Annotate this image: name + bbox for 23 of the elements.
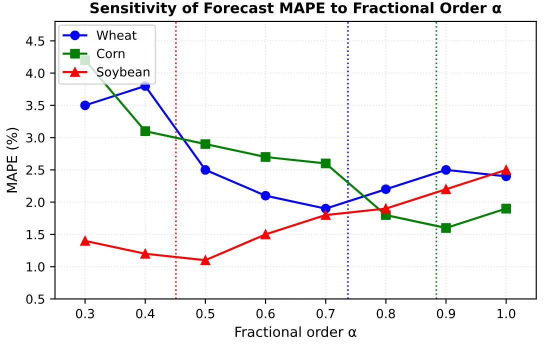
x-tick-label: 0.3 (76, 308, 94, 318)
x-tick-label: 0.8 (376, 308, 395, 318)
y-tick-label: 1.5 (26, 230, 44, 240)
x-tick-label: 0.6 (256, 308, 275, 318)
y-tick-label: 0.5 (26, 294, 44, 304)
x-tick-label: 1.0 (498, 308, 516, 318)
y-tick-label: 2.5 (26, 165, 44, 175)
chart-title: Sensitivity of Forecast MAPE to Fractional Order α (90, 2, 502, 16)
legend-label: Soybean (97, 66, 150, 80)
x-tick-label: 0.7 (316, 308, 335, 318)
x-axis-title: Fractional order α (236, 326, 356, 338)
y-tick-label: 2.0 (26, 198, 44, 208)
y-tick-label: 1.0 (26, 262, 44, 272)
x-tick-label: 0.5 (196, 308, 214, 318)
y-tick-label: 3.5 (26, 100, 44, 110)
x-tick-label: 0.4 (136, 308, 154, 318)
legend-label: Corn (96, 48, 124, 58)
y-tick-label: 3.0 (26, 133, 44, 143)
legend-label: Wheat (96, 30, 136, 40)
x-tick-label: 0.9 (436, 308, 456, 318)
y-tick-label: 4.5 (26, 36, 44, 46)
y-axis-title: MAPE (%) (6, 128, 19, 192)
y-tick-label: 4.0 (26, 68, 44, 78)
